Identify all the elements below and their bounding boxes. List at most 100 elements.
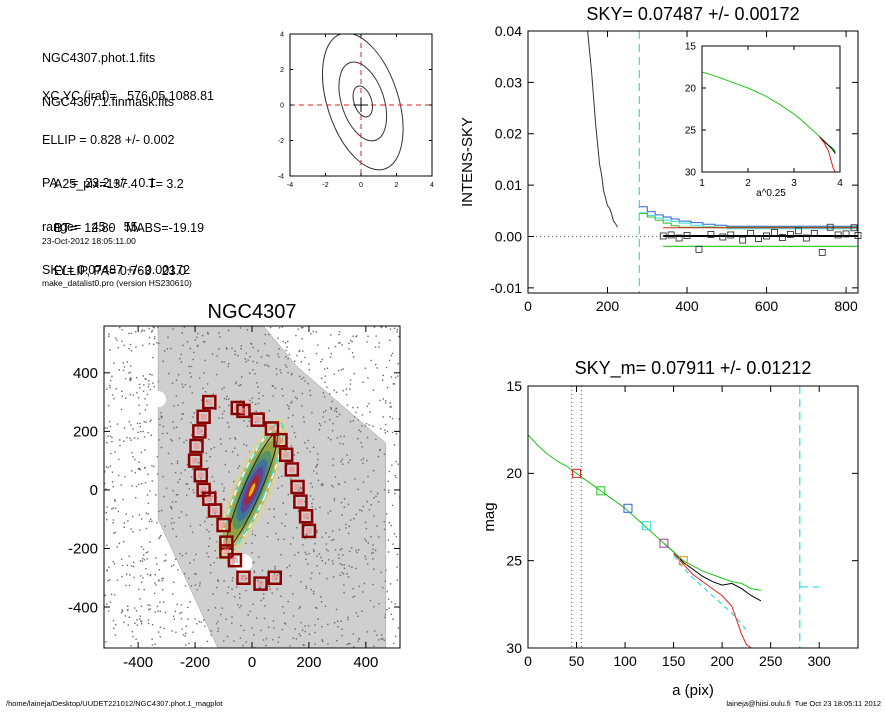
- noise-dot: [171, 630, 173, 632]
- noise-dot: [116, 339, 118, 341]
- noise-dot: [153, 385, 155, 388]
- mask-square: [267, 570, 283, 585]
- noise-dot: [180, 611, 183, 614]
- noise-dot: [291, 400, 293, 403]
- noise-dot: [136, 624, 138, 626]
- noise-dot: [162, 601, 165, 603]
- noise-dot: [142, 577, 144, 579]
- noise-dot: [343, 506, 345, 508]
- noise-dot: [357, 438, 359, 440]
- noise-dot: [157, 610, 159, 612]
- noise-dot: [344, 481, 346, 483]
- noise-dot: [316, 463, 319, 466]
- noise-dot: [348, 348, 350, 350]
- noise-dot: [220, 443, 222, 445]
- noise-dot: [388, 607, 390, 609]
- noise-dot: [170, 438, 172, 441]
- noise-dot: [191, 392, 193, 394]
- noise-dot: [194, 339, 197, 341]
- noise-dot: [351, 352, 354, 354]
- noise-dot: [389, 328, 392, 330]
- noise-dot: [175, 494, 178, 496]
- noise-dot: [140, 623, 143, 625]
- noise-dot: [146, 404, 148, 406]
- noise-dot: [223, 361, 225, 363]
- inset-x-label: 1: [699, 178, 705, 189]
- inset-x-label: 4: [837, 178, 843, 189]
- noise-dot: [314, 631, 316, 634]
- mag-cyan-line: [673, 555, 747, 631]
- noise-dot: [238, 384, 240, 387]
- noise-dot: [375, 363, 377, 366]
- noise-dot: [391, 504, 394, 507]
- noise-dot: [123, 440, 125, 442]
- noise-dot: [160, 415, 162, 417]
- noise-dot: [226, 348, 228, 350]
- noise-dot: [109, 465, 112, 467]
- noise-dot: [312, 498, 314, 500]
- noise-dot: [380, 428, 382, 430]
- noise-dot: [200, 477, 202, 480]
- mask-square-core: [196, 428, 203, 435]
- noise-dot: [282, 395, 284, 397]
- noise-dot: [320, 484, 323, 486]
- noise-dot: [221, 417, 224, 419]
- noise-dot: [346, 454, 348, 456]
- noise-dot: [136, 392, 138, 394]
- noise-dot: [229, 437, 231, 440]
- noise-dot: [324, 375, 326, 377]
- noise-dot: [154, 574, 156, 576]
- noise-dot: [225, 450, 227, 452]
- noise-dot: [184, 635, 186, 637]
- noise-dot: [139, 426, 141, 428]
- noise-dot: [351, 547, 353, 549]
- noise-dot: [333, 373, 335, 375]
- noise-dot: [175, 379, 178, 381]
- noise-dot: [190, 585, 193, 587]
- noise-dot: [320, 377, 323, 379]
- noise-dot: [160, 446, 163, 449]
- noise-dot: [384, 616, 386, 619]
- noise-dot: [202, 387, 204, 389]
- noise-dot: [218, 417, 220, 419]
- noise-dot: [148, 520, 151, 523]
- noise-dot: [139, 618, 141, 620]
- noise-dot: [316, 565, 318, 567]
- noise-dot: [126, 609, 129, 612]
- noise-dot: [104, 594, 106, 596]
- noise-dot: [285, 349, 287, 352]
- noise-dot: [148, 622, 150, 625]
- noise-dot: [258, 586, 261, 589]
- noise-dot: [318, 422, 321, 425]
- noise-dot: [253, 561, 255, 563]
- noise-dot: [181, 332, 183, 334]
- noise-dot: [153, 343, 155, 345]
- noise-dot: [216, 586, 218, 589]
- contour-x-label: -4: [287, 182, 293, 189]
- noise-dot: [108, 566, 110, 569]
- noise-dot: [231, 622, 233, 624]
- noise-dot: [217, 580, 219, 582]
- noise-dot: [364, 521, 367, 524]
- noise-dot: [144, 398, 146, 400]
- noise-dot: [252, 562, 254, 565]
- noise-dot: [339, 342, 341, 344]
- noise-dot: [134, 472, 136, 474]
- noise-dot: [152, 356, 154, 359]
- noise-dot: [390, 354, 392, 357]
- noise-dot: [132, 394, 134, 396]
- noise-dot: [145, 527, 148, 530]
- noise-dot: [252, 603, 254, 605]
- noise-dot: [278, 327, 281, 329]
- noise-dot: [158, 569, 161, 571]
- mag-marker-square: [623, 503, 633, 513]
- noise-dot: [214, 490, 217, 492]
- noise-dot: [385, 366, 388, 369]
- inset-y-label: 20: [685, 84, 697, 95]
- noise-dot: [207, 331, 209, 334]
- noise-dot: [243, 629, 245, 631]
- noise-dot: [380, 571, 382, 574]
- noise-dot: [391, 464, 393, 466]
- galaxy-field-edge: [157, 326, 387, 648]
- noise-dot: [138, 588, 140, 590]
